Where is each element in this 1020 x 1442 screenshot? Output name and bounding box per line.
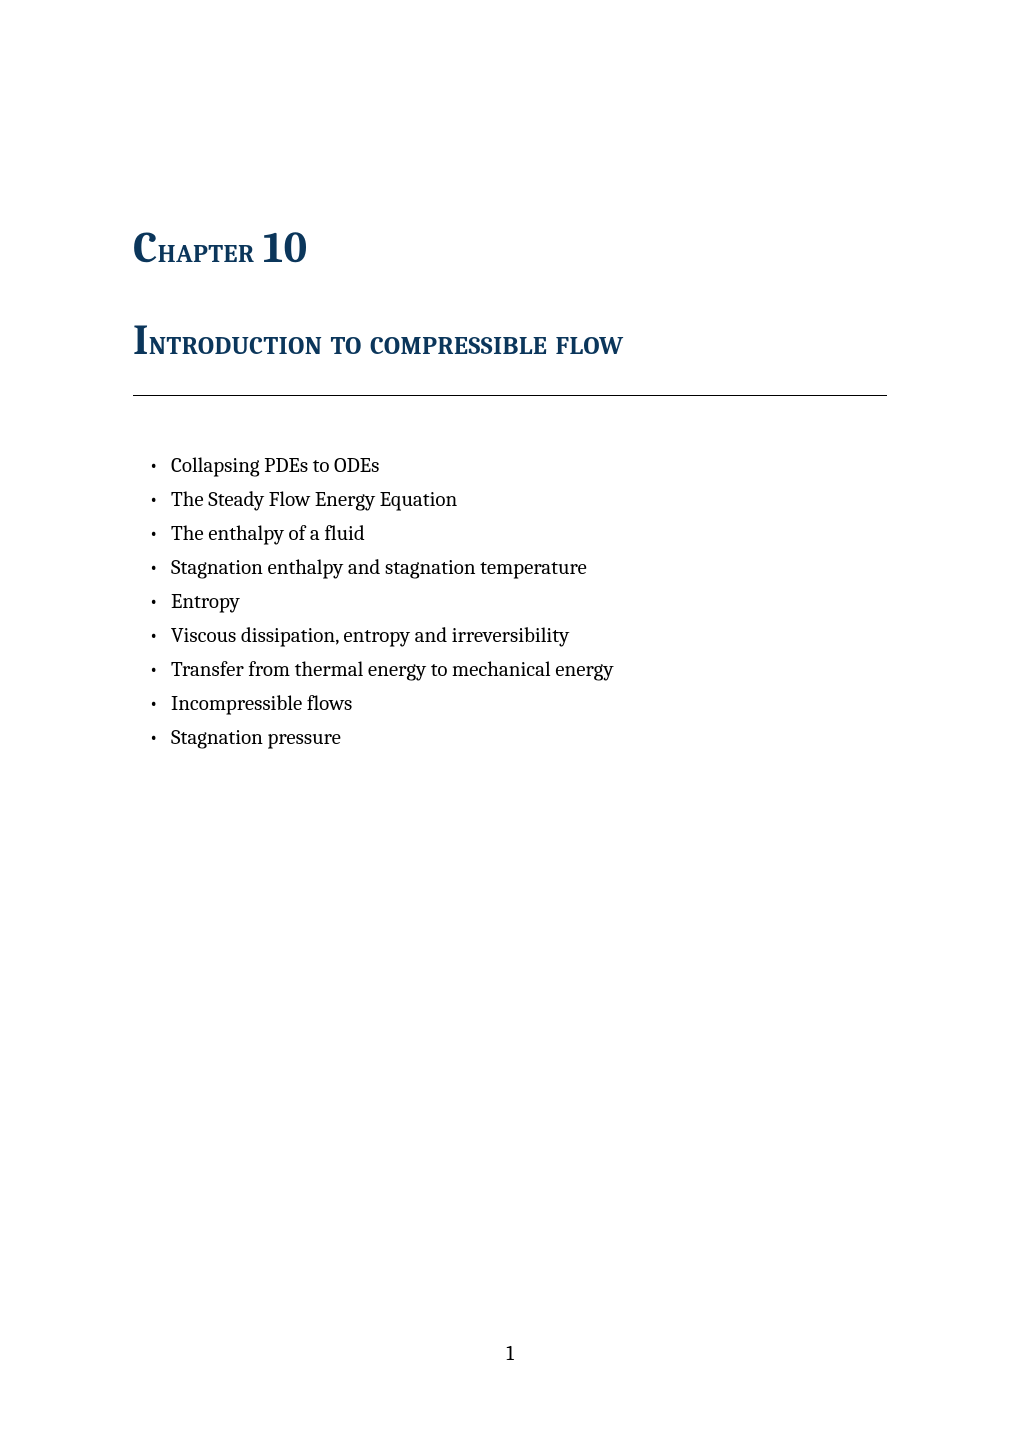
chapter-label-rest: hapter: [158, 230, 255, 271]
list-item: Stagnation enthalpy and stagnation tempe…: [171, 558, 887, 579]
chapter-number: 10: [263, 222, 308, 273]
chapter-label: Chapter 10: [133, 222, 887, 273]
page: Chapter 10 Introduction to compressible …: [0, 0, 1020, 1442]
list-item: Viscous dissipation, entropy and irrever…: [171, 626, 887, 647]
chapter-title-first-letter: I: [133, 315, 149, 365]
chapter-title-rest: ntroduction to compressible flow: [149, 322, 624, 363]
list-item: Collapsing PDEs to ODEs: [171, 456, 887, 477]
list-item: Incompressible flows: [171, 694, 887, 715]
list-item: Transfer from thermal energy to mechanic…: [171, 660, 887, 681]
horizontal-rule: [133, 395, 887, 396]
list-item: Stagnation pressure: [171, 728, 887, 749]
chapter-label-first-letter: C: [133, 222, 158, 273]
list-item: Entropy: [171, 592, 887, 613]
list-item: The Steady Flow Energy Equation: [171, 490, 887, 511]
chapter-title: Introduction to compressible flow: [133, 315, 887, 365]
page-number: 1: [0, 1342, 1020, 1366]
topic-list: Collapsing PDEs to ODEs The Steady Flow …: [133, 456, 887, 749]
list-item: The enthalpy of a fluid: [171, 524, 887, 545]
